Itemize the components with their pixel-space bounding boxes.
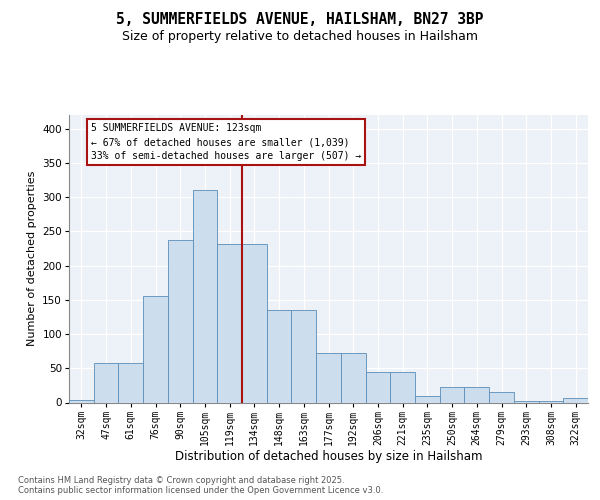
Bar (316, 352, 341, 403)
Bar (143, 296, 168, 403)
Y-axis label: Number of detached properties: Number of detached properties (27, 171, 37, 346)
Bar (217, 244, 242, 402)
Text: 5 SUMMERFIELDS AVENUE: 123sqm
← 67% of detached houses are smaller (1,039)
33% o: 5 SUMMERFIELDS AVENUE: 123sqm ← 67% of d… (91, 123, 361, 161)
Bar (563, 398, 588, 402)
Bar (390, 372, 415, 402)
Bar (489, 392, 514, 402)
Bar (94, 364, 118, 403)
Bar (539, 401, 563, 402)
Bar (440, 388, 464, 402)
Bar (118, 364, 143, 403)
X-axis label: Distribution of detached houses by size in Hailsham: Distribution of detached houses by size … (175, 450, 482, 463)
Bar (168, 240, 193, 402)
Text: 5, SUMMERFIELDS AVENUE, HAILSHAM, BN27 3BP: 5, SUMMERFIELDS AVENUE, HAILSHAM, BN27 3… (116, 12, 484, 28)
Bar (69, 400, 94, 402)
Bar (464, 388, 489, 402)
Bar (193, 190, 217, 402)
Bar (365, 372, 390, 402)
Text: Contains HM Land Registry data © Crown copyright and database right 2025.
Contai: Contains HM Land Registry data © Crown c… (18, 476, 383, 495)
Bar (415, 396, 440, 402)
Bar (292, 310, 316, 402)
Bar (341, 352, 365, 403)
Text: Size of property relative to detached houses in Hailsham: Size of property relative to detached ho… (122, 30, 478, 43)
Bar (242, 244, 267, 402)
Bar (267, 310, 292, 402)
Bar (514, 401, 539, 402)
